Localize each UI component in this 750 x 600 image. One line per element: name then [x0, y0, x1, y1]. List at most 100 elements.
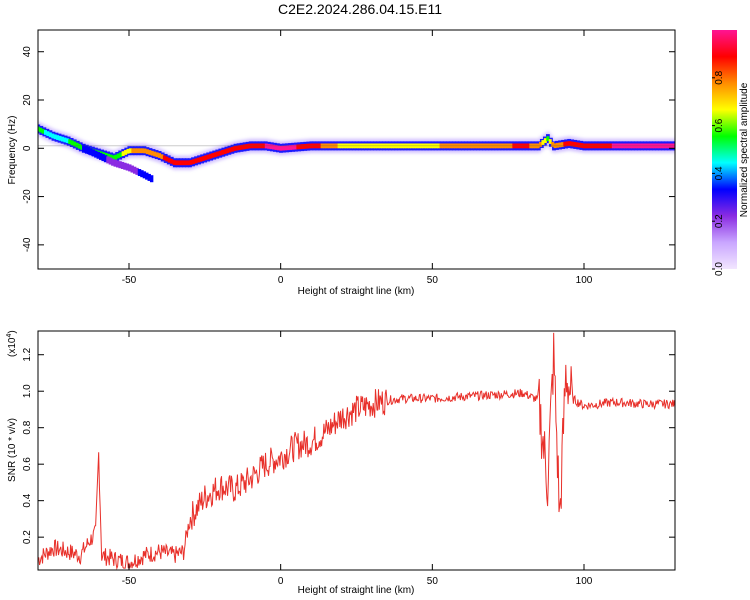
- spectrogram-ridge-cell: [192, 159, 196, 165]
- spectrogram-ridge-cell: [286, 145, 290, 151]
- spectrogram-y-tick-label: -40: [22, 237, 33, 252]
- spectrogram-ridge-cell: [172, 160, 176, 165]
- spectrogram-branch-cell: [111, 158, 115, 166]
- chart-title: C2E2.2024.286.04.15.E11: [278, 1, 442, 17]
- spectrogram-ridge-cell: [279, 145, 283, 151]
- spectrogram-branch-cell: [142, 171, 147, 179]
- spectrogram-ridge-cell: [272, 144, 276, 150]
- snr-y-tick-label: 0.8: [22, 420, 33, 434]
- spectrogram-y-ticks: 40 20 0 -20 -40: [22, 46, 675, 252]
- spectrogram-ridge-cell: [238, 145, 242, 151]
- spectrogram-ridge-cell: [560, 142, 564, 147]
- spectrogram-ridge-cell: [141, 148, 145, 154]
- snr-y-axis-label: SNR (10 * v/v): [7, 418, 18, 482]
- spectrogram-branch-cell: [128, 164, 132, 172]
- colorbar-ticks: 0.0 0.2 0.4 0.6 0.8: [712, 70, 725, 276]
- spectrogram-ridge-cell: [158, 153, 162, 158]
- spectrogram-ridge-cell: [213, 152, 217, 158]
- snr-background: [38, 331, 675, 570]
- spectrogram-branch-cell: [140, 170, 144, 178]
- snr-y-tick-label: 0.2: [22, 530, 33, 544]
- snr-y-tick-label: 0.6: [22, 457, 33, 471]
- spectrogram-branch-cell: [82, 144, 86, 152]
- colorbar-tick-label: 0.0: [714, 262, 725, 276]
- spectrogram-ridge-cell: [196, 157, 200, 163]
- spectrogram-ridge-cell: [570, 141, 574, 147]
- spectrogram-ridge-cell: [153, 151, 157, 157]
- spectrogram-ridge-cell: [293, 144, 297, 150]
- spectrogram-x-tick-label: 50: [427, 275, 439, 286]
- spectrogram-ridge-cell: [228, 147, 232, 153]
- spectrogram-branch-cell: [135, 167, 139, 175]
- spectrogram-branch-cell: [145, 172, 149, 180]
- spectrogram-branch-cell: [103, 155, 108, 163]
- spectrogram-branch-cell: [123, 162, 127, 170]
- snr-y-tick-label: 1.2: [22, 347, 33, 361]
- spectrogram-branch-cell: [118, 161, 122, 169]
- spectrogram-ridge-cell: [60, 136, 64, 142]
- spectrogram-ridge-cell: [541, 140, 545, 145]
- spectrogram-ridge-cell: [240, 144, 244, 150]
- spectrogram-branch-cell: [89, 148, 93, 156]
- spectrogram-ridge-cell: [38, 126, 40, 132]
- spectrogram-branch-cell: [86, 147, 91, 155]
- spectrogram-ridge-cell: [53, 134, 57, 140]
- spectrogram-ridge-cell: [41, 128, 45, 134]
- spectrogram-ridge-cell: [116, 153, 120, 159]
- spectrogram-ridge-cell: [301, 144, 305, 149]
- spectrogram-ridge-cell: [572, 141, 576, 147]
- spectrogram-ridge-cell: [51, 133, 55, 139]
- snr-frame: [37, 330, 676, 571]
- spectrogram-x-ticks: -50 0 50 100: [122, 30, 593, 286]
- spectrogram-x-tick-label: 100: [576, 275, 593, 286]
- spectrogram-ridge-cell: [289, 145, 293, 150]
- colorbar-label: Normalized spectral amplitude: [739, 82, 750, 217]
- spectrogram-branch-cell: [120, 161, 125, 169]
- spectrogram-frame: [37, 29, 676, 270]
- spectrogram-ridge-cell: [284, 145, 288, 151]
- spectrogram-branch-cell: [130, 165, 134, 173]
- snr-panel: -50 0 50 100 0.2 0.4 0.6 0.8 1.0 1.2 Height of s…: [6, 330, 676, 596]
- spectrogram-y-tick-label: 0: [22, 145, 33, 151]
- spectrogram-branch-cell: [101, 154, 105, 162]
- spectrogram-branch-cell: [91, 149, 96, 157]
- spectrogram-branch-cell: [147, 173, 151, 181]
- spectrogram-ridge-cell: [155, 152, 159, 158]
- spectrogram-ridge-cell: [223, 149, 227, 154]
- spectrogram-ridge-cell: [281, 145, 285, 151]
- spectrogram-ridge-cell: [121, 151, 125, 157]
- spectrogram-ridge-cell: [556, 142, 560, 148]
- spectrogram-ridge-cell: [111, 155, 115, 161]
- spectrogram-ridge-cell: [165, 156, 169, 162]
- spectrogram-ridge-cell: [267, 143, 271, 149]
- snr-x-tick-label: 0: [278, 576, 284, 587]
- spectrogram-ridge-cell: [218, 150, 222, 156]
- spectrogram-ridge-cell: [65, 138, 69, 144]
- colorbar-tick-label: 0.8: [714, 70, 725, 84]
- spectrogram-ridge-cell: [43, 130, 47, 135]
- spectrogram-ridge-cell: [211, 153, 215, 158]
- spectrogram-ridge-cell: [546, 136, 550, 142]
- spectrogram-ridge-cell: [143, 148, 147, 154]
- spectrogram-ridge-cell: [136, 148, 140, 154]
- spectrogram-ridge-cell: [233, 146, 237, 151]
- snr-y-multiplier-close: ): [7, 330, 18, 333]
- spectrogram-ridge-cell: [167, 157, 171, 163]
- spectrogram-ridge-cell: [580, 143, 584, 148]
- spectrogram-ridge-cell: [131, 148, 135, 154]
- spectrogram-ridge-cell: [170, 158, 174, 164]
- colorbar-tick-label: 0.4: [714, 166, 725, 180]
- spectrogram-ridge-cell: [221, 149, 225, 155]
- spectrogram-ridge-cell: [225, 148, 229, 154]
- spectrogram-ridge-cell: [208, 153, 212, 159]
- snr-y-multiplier-exponent: 4: [6, 334, 13, 338]
- snr-x-axis-label: Height of straight line (km): [298, 585, 415, 596]
- spectrogram-ridge-cell: [107, 153, 111, 159]
- spectrogram-ridge-cell: [276, 145, 280, 151]
- spectrogram-ridge-cell: [551, 142, 555, 147]
- spectrogram-ridge-cell: [46, 131, 50, 137]
- spectrogram-ridge-cell: [563, 141, 567, 147]
- spectrogram-branch-cell: [108, 157, 113, 165]
- spectrogram-panel: -50 0 50 100 40 20 0 -20 -40 Height of straight…: [7, 29, 676, 297]
